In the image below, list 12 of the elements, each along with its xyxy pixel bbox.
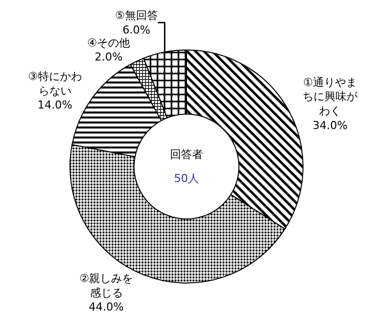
- slice-label: ④その他: [87, 36, 130, 50]
- data-label: 34.0%: [312, 118, 348, 132]
- slice-label: ⑤無回答: [114, 8, 158, 22]
- data-label: 14.0%: [37, 98, 72, 112]
- data-label: 6.0%: [122, 23, 150, 36]
- text: 50人: [174, 172, 199, 185]
- text: 回答者: [170, 148, 203, 161]
- slice-label: ②親しみを感じる: [79, 272, 134, 300]
- data-label: 44.0%: [88, 300, 124, 314]
- slice-label: ①通りやまちに興味がわく: [302, 76, 359, 118]
- data-label: 2.0%: [94, 50, 123, 64]
- slice-label: ③特にかわらない: [28, 70, 82, 98]
